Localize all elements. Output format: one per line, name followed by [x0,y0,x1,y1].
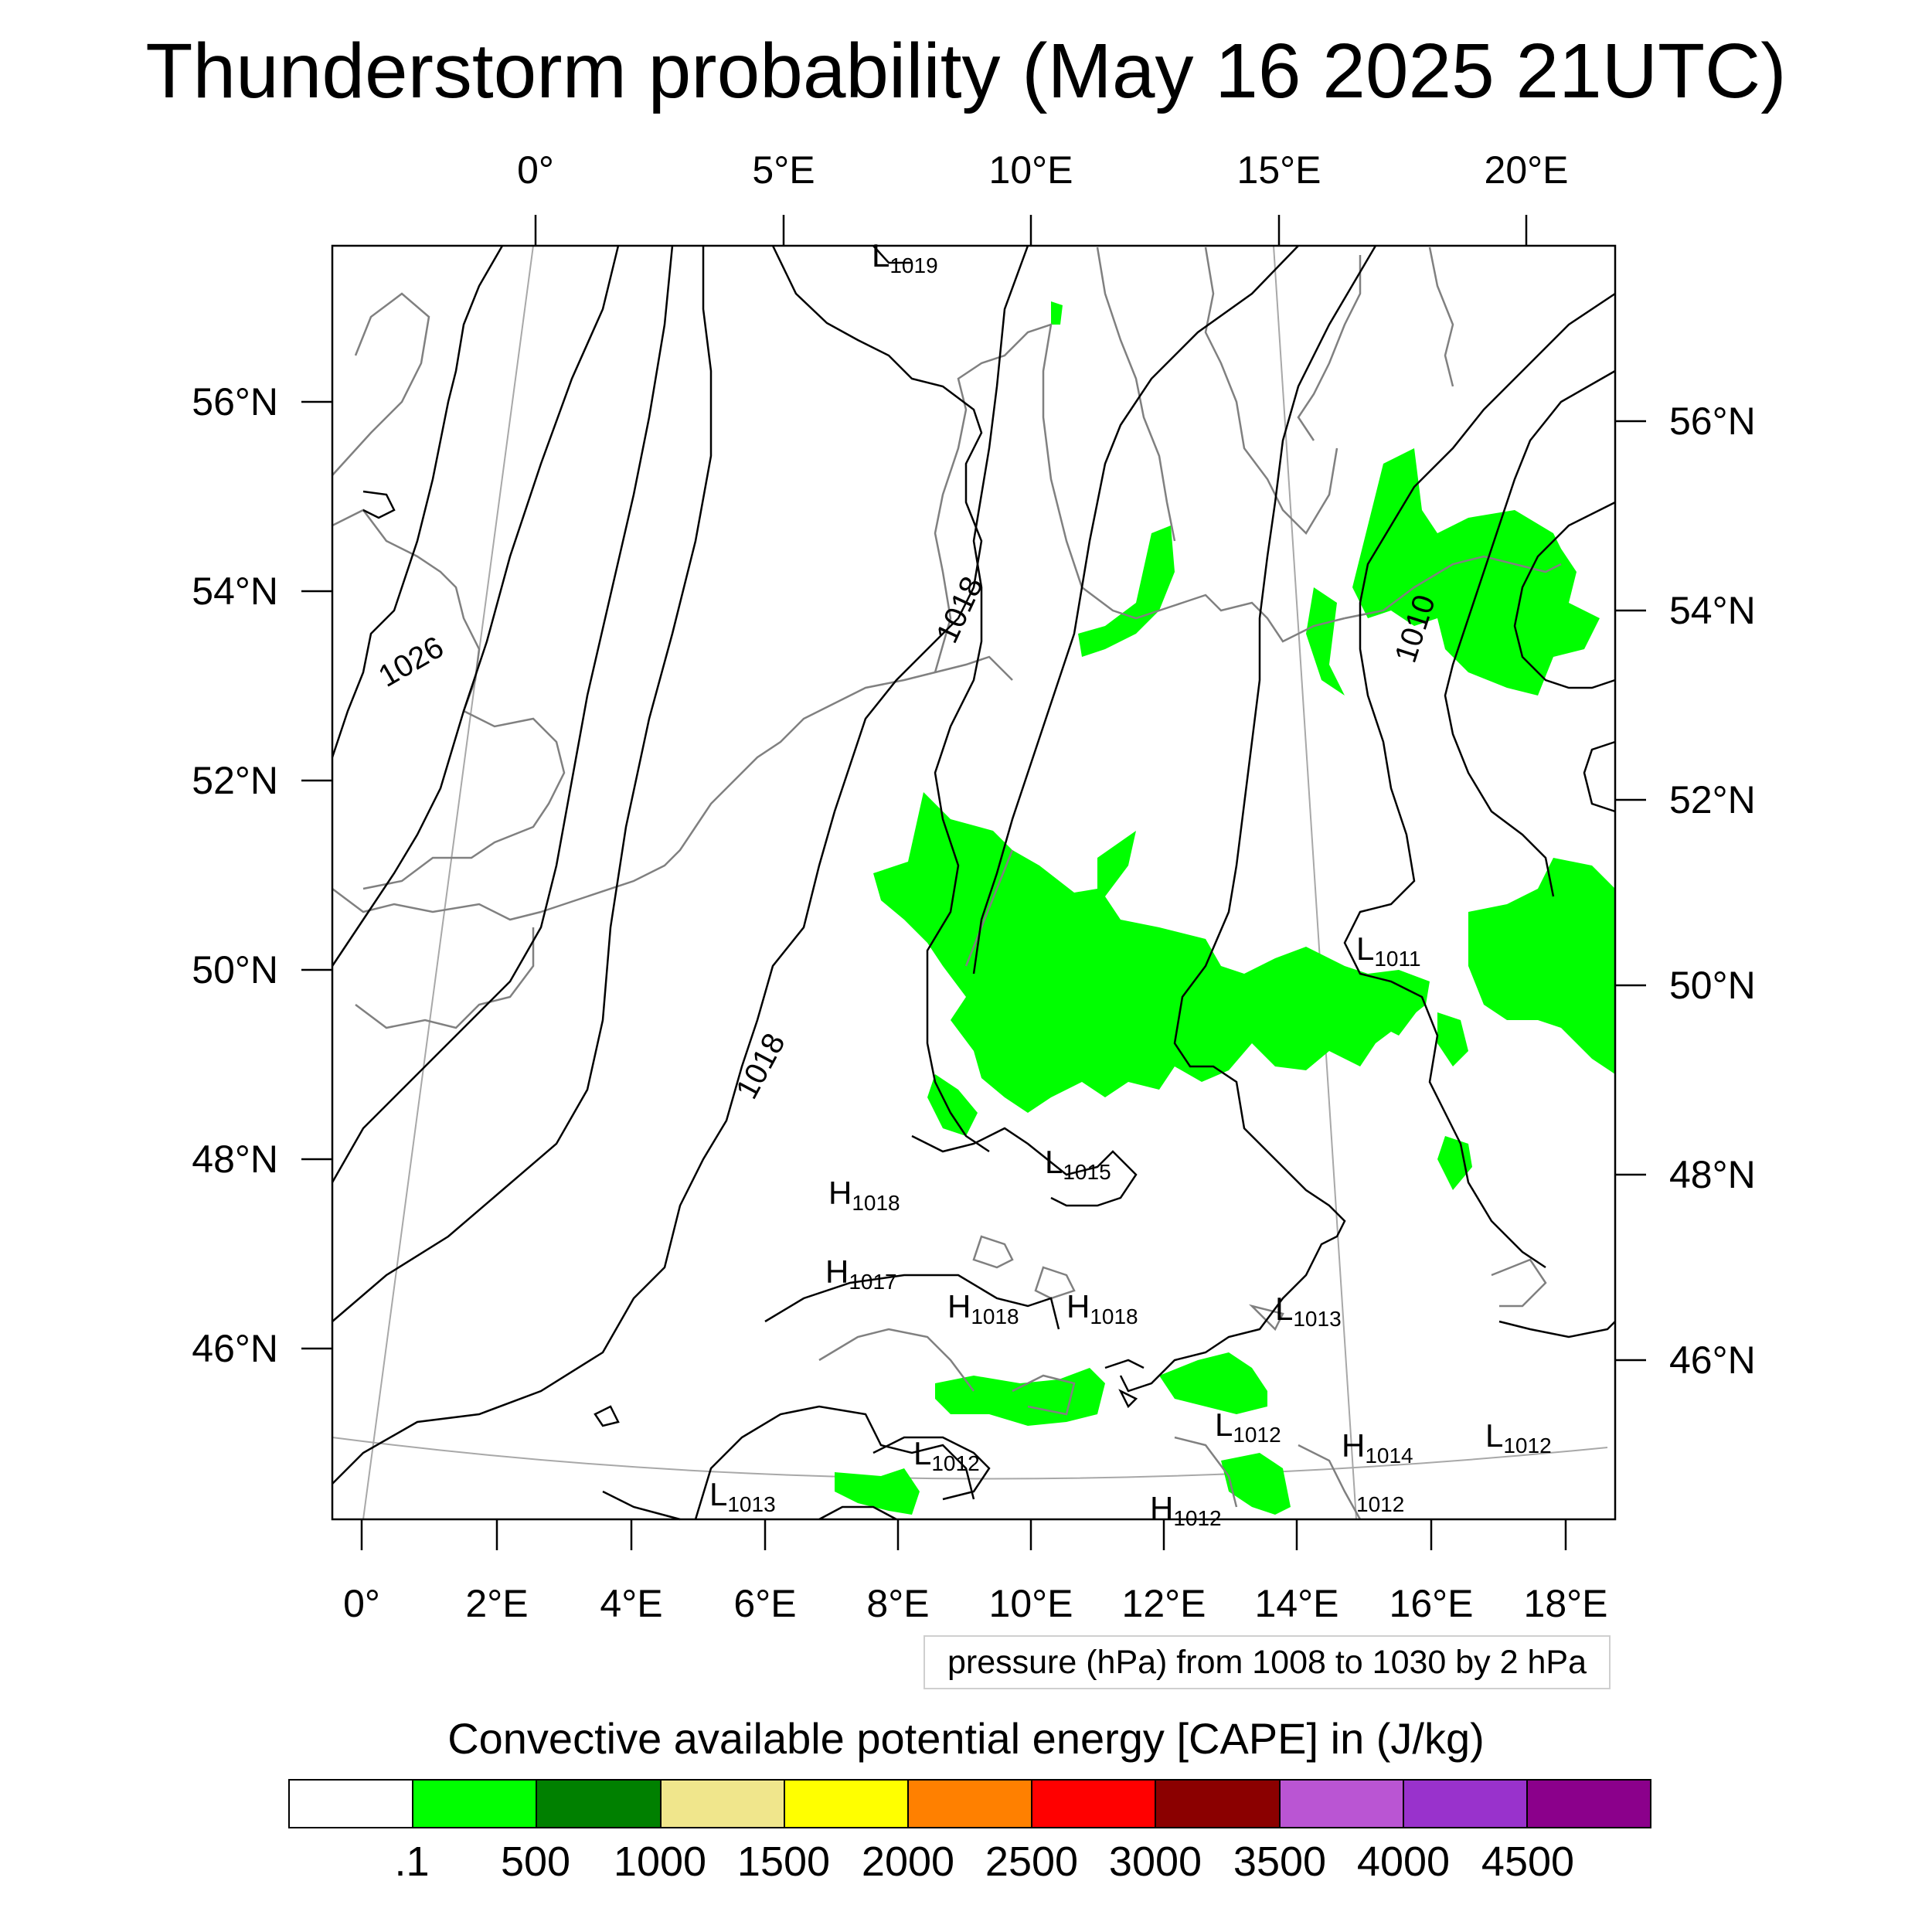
pressure-centers: L1019 L1015 H1018 H1017 H1018 H1018 L101… [709,237,1552,1530]
legend-color-cell [661,1781,785,1827]
lon-label-bottom: 14°E [1254,1582,1339,1625]
graticule [332,245,1608,1520]
legend-colorbar [288,1779,1651,1828]
cape-area-carpathian [1437,1136,1472,1190]
pressure-center-label: H1017 [825,1253,897,1294]
lat-label-left: 56°N [192,380,278,423]
cape-area-croatia [1221,1453,1291,1515]
legend-color-cell [784,1781,909,1827]
lat-label-left: 50°N [192,948,278,992]
lon-label-bottom: 4°E [600,1582,663,1625]
legend-color-cell [1527,1781,1651,1827]
legend-label: 3000 [1108,1838,1202,1885]
lon-label-bottom: 16°E [1389,1582,1474,1625]
isobar-label: 1018 [730,1028,792,1104]
lat-label-right: 54°N [1669,589,1756,632]
lon-label-bottom: 18°E [1523,1582,1608,1625]
lat-label-left: 54°N [192,570,278,613]
pressure-center-label: H1014 [1342,1427,1413,1468]
legend-label: 4000 [1356,1838,1451,1885]
pressure-center-label: H1018 [828,1175,900,1215]
lon-label-top: 15°E [1236,148,1321,192]
legend-color-cell [290,1781,414,1827]
lon-label-bottom: 2°E [465,1582,529,1625]
lon-label-bottom: 8°E [866,1582,930,1625]
lat-label-left: 48°N [192,1138,278,1181]
legend-color-cell [908,1781,1033,1827]
map-title: Thunderstorm probability (May 16 2025 21… [145,28,1787,114]
lon-label-top: 5°E [752,148,815,192]
pressure-center-label: L1015 [1045,1144,1111,1184]
pressure-center-label: H1018 [1066,1288,1138,1328]
legend-color-cell [1403,1781,1528,1827]
lon-label-bottom: 0° [343,1582,380,1625]
legend-label: 2500 [985,1838,1079,1885]
cape-area-italy [835,1468,920,1515]
legend-color-cell [1280,1781,1404,1827]
cape-area-north-germany [1078,526,1175,657]
axis-ticks [301,215,1646,1550]
legend-label: 1500 [736,1838,831,1885]
cape-area-east [1468,858,1615,1074]
map-frame [331,244,1617,1521]
pressure-center-label: H1018 [947,1288,1019,1328]
lon-label-bottom: 6°E [733,1582,797,1625]
lat-label-right: 46°N [1669,1338,1756,1382]
isobar-label: 1026 [373,630,450,694]
cape-area-slovakia [1337,974,1422,1051]
cape-area-central-europe [873,792,1430,1113]
legend-label: 1000 [613,1838,707,1885]
isobar-1026 [331,245,504,758]
legend-label: .1 [394,1838,430,1885]
legend-title: Convective available potential energy [C… [447,1714,1485,1763]
pressure-center-label: H1012 [1150,1490,1222,1530]
legend-color-cell [413,1781,538,1827]
coastlines [332,247,1562,1520]
isobars [331,245,1616,1521]
isobar-1010 [1343,292,1616,1269]
lat-label-right: 52°N [1669,778,1756,821]
lat-label-right: 50°N [1669,964,1756,1007]
cape-area-north-sea-coast [1051,301,1063,325]
cape-area-baltic [1352,448,1600,696]
lon-label-bottom: 10°E [988,1582,1073,1625]
pressure-center-label: L1013 [1275,1291,1342,1331]
pressure-center-label: L1012 [1215,1406,1281,1447]
lon-label-top: 10°E [988,148,1073,192]
lon-label-top: 20°E [1484,148,1569,192]
isobar-1018-central [911,1127,1138,1207]
legend-color-cell [537,1781,662,1827]
contour-info-box: pressure (hPa) from 1008 to 1030 by 2 hP… [923,1635,1611,1689]
legend-label: 4500 [1481,1838,1575,1885]
legend-label: 500 [500,1838,571,1885]
legend-label: 2000 [861,1838,955,1885]
cape-area-north-poland [1306,587,1345,696]
cape-area-slovenia [1159,1352,1267,1414]
cape-area-hungary [1437,1012,1468,1066]
isobar-1018-west [332,245,983,1485]
legend-color-cell [1032,1781,1157,1827]
lat-label-right: 48°N [1669,1153,1756,1196]
lat-label-left: 52°N [192,759,278,802]
pressure-center-label: L1012 [1485,1417,1552,1458]
pressure-center-label: L1013 [709,1476,776,1516]
legend-label: 3500 [1233,1838,1327,1885]
pressure-center-label: L1012 [913,1435,980,1475]
cape-areas [835,301,1615,1515]
lon-label-top: 0° [517,148,554,192]
lat-label-left: 46°N [192,1327,278,1370]
pressure-center-label: L1011 [1356,930,1421,971]
legend-color-cell [1156,1781,1281,1827]
cape-area-alps [935,1368,1105,1426]
lon-label-bottom: 12°E [1121,1582,1206,1625]
lat-label-right: 56°N [1669,400,1756,443]
pressure-center-label: L1019 [872,237,938,277]
pressure-center-label: 1012 [1356,1492,1404,1516]
